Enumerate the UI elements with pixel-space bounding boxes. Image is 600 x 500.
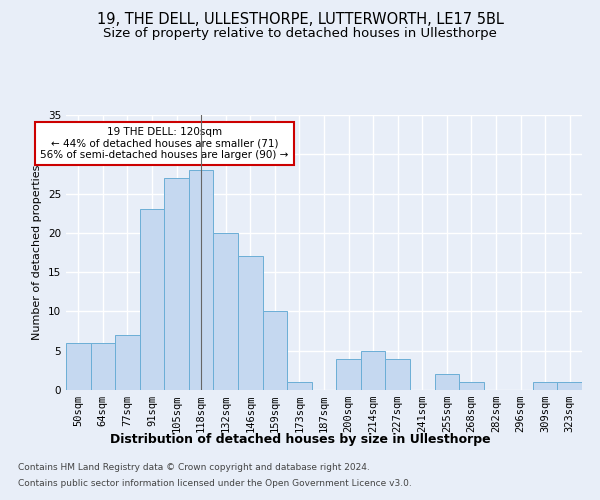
Bar <box>336 358 361 390</box>
Text: Contains public sector information licensed under the Open Government Licence v3: Contains public sector information licen… <box>18 478 412 488</box>
Bar <box>263 312 287 390</box>
Bar <box>115 335 140 390</box>
Bar <box>91 343 115 390</box>
Bar <box>434 374 459 390</box>
Bar <box>214 233 238 390</box>
Y-axis label: Number of detached properties: Number of detached properties <box>32 165 43 340</box>
Text: Size of property relative to detached houses in Ullesthorpe: Size of property relative to detached ho… <box>103 28 497 40</box>
Bar <box>164 178 189 390</box>
Bar <box>238 256 263 390</box>
Bar <box>361 350 385 390</box>
Text: 19, THE DELL, ULLESTHORPE, LUTTERWORTH, LE17 5BL: 19, THE DELL, ULLESTHORPE, LUTTERWORTH, … <box>97 12 503 28</box>
Text: Distribution of detached houses by size in Ullesthorpe: Distribution of detached houses by size … <box>110 432 490 446</box>
Bar <box>287 382 312 390</box>
Bar <box>140 210 164 390</box>
Text: Contains HM Land Registry data © Crown copyright and database right 2024.: Contains HM Land Registry data © Crown c… <box>18 464 370 472</box>
Bar <box>459 382 484 390</box>
Bar <box>189 170 214 390</box>
Bar <box>557 382 582 390</box>
Bar <box>66 343 91 390</box>
Text: 19 THE DELL: 120sqm
← 44% of detached houses are smaller (71)
56% of semi-detach: 19 THE DELL: 120sqm ← 44% of detached ho… <box>40 127 289 160</box>
Bar <box>385 358 410 390</box>
Bar <box>533 382 557 390</box>
